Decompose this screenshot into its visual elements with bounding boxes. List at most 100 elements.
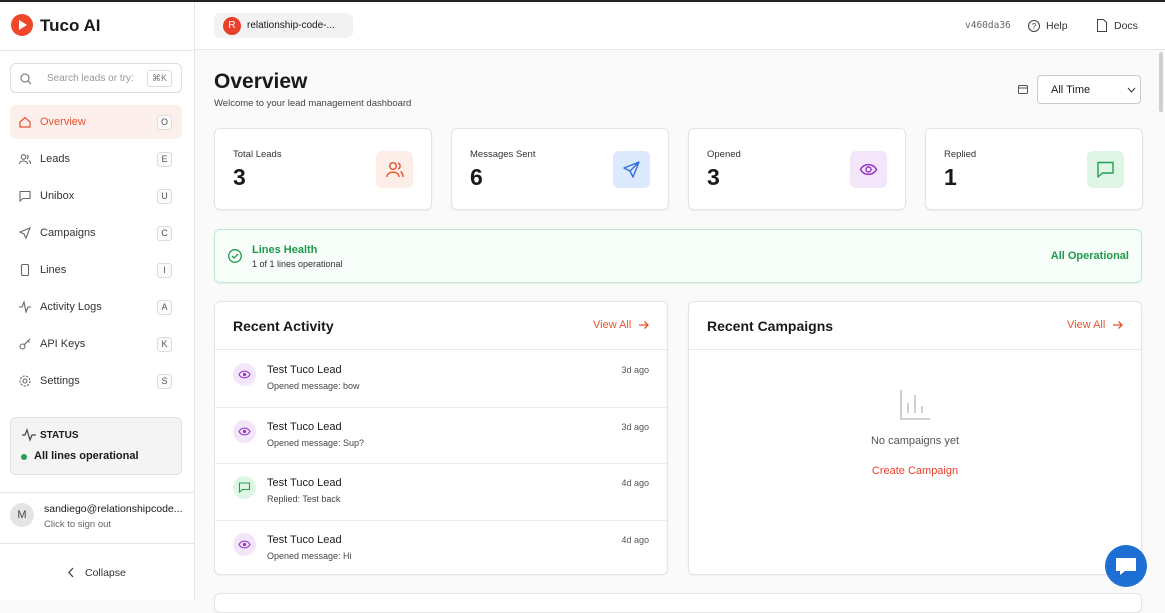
search[interactable]: Search leads or try: ⌘K — [10, 63, 182, 93]
activity-detail: Opened message: Sup? — [267, 437, 365, 448]
stat-card: Opened 3 — [688, 128, 906, 210]
scrollbar — [1159, 52, 1163, 112]
docs-icon — [1097, 19, 1107, 32]
svg-text:?: ? — [1032, 22, 1037, 31]
stat-label: Messages Sent — [470, 149, 536, 160]
arrow — [639, 321, 649, 329]
help-icon: ? — [1028, 20, 1040, 32]
nav-label: Unibox — [40, 190, 75, 202]
activity-name: Test Tuco Lead — [267, 364, 342, 376]
stat-card: Replied 1 — [925, 128, 1143, 210]
nav-key: O — [157, 115, 172, 130]
activity-name: Test Tuco Lead — [267, 420, 342, 433]
activity-title: Recent Activity — [233, 318, 334, 334]
arrow — [1113, 321, 1123, 329]
nav-item[interactable]: Lines I — [10, 253, 182, 287]
stat-label: Total Leads — [233, 149, 282, 160]
nav-icon — [20, 263, 30, 277]
activity-icon — [233, 363, 256, 386]
workspace-switcher[interactable]: R relationship-code-... — [214, 13, 353, 38]
divider — [0, 492, 194, 493]
nav-icon — [19, 338, 31, 350]
stat-icon-glyph — [859, 163, 878, 176]
nav-key: S — [157, 374, 172, 389]
activity-name: Test Tuco Lead — [267, 533, 342, 546]
activity-icon — [233, 476, 256, 499]
nav-icon — [19, 375, 31, 387]
activity-glyph — [238, 427, 251, 435]
nav-key: K — [157, 337, 172, 352]
nav-key: I — [157, 263, 172, 278]
nav-label: Leads — [40, 153, 70, 165]
nav-item[interactable]: Overview O — [10, 105, 182, 139]
empty-chart-icon — [900, 390, 930, 420]
nav-label: Settings — [40, 375, 80, 387]
stat-icon — [850, 151, 887, 188]
activity-time: 4d ago — [621, 534, 649, 545]
activity-detail: Opened message: bow — [267, 381, 360, 391]
stat-icon-glyph — [386, 162, 404, 178]
stat-icon — [613, 151, 650, 188]
activity-time: 4d ago — [621, 478, 649, 488]
nav-icon — [19, 300, 31, 314]
user-email[interactable]: sandiego@relationshipcode... — [44, 503, 183, 515]
nav-icon — [18, 227, 31, 240]
chevron — [1127, 87, 1136, 93]
stat-icon-glyph — [1097, 161, 1114, 178]
nav-item[interactable]: Campaigns C — [10, 216, 182, 250]
help[interactable]: Help — [1046, 20, 1068, 32]
status-title: STATUS — [40, 430, 79, 441]
calendar-icon — [1018, 85, 1028, 94]
health-status: All Operational — [1050, 250, 1129, 262]
brand: Tuco AI — [40, 16, 101, 35]
campaigns-empty: No campaigns yet — [870, 435, 960, 447]
nav-label: Activity Logs — [40, 301, 102, 313]
campaigns-title: Recent Campaigns — [707, 318, 834, 334]
nav-item[interactable]: Settings S — [10, 364, 182, 398]
page-title: Overview — [214, 70, 308, 93]
campaigns-view-all[interactable]: View All — [1067, 319, 1106, 331]
recent-activity: Recent Activity View All Test Tuco Lead O… — [214, 301, 668, 575]
nav-key: U — [157, 189, 172, 204]
status-box: STATUS All lines operational — [10, 417, 182, 475]
nav-item[interactable]: API Keys K — [10, 327, 182, 361]
nav-key: E — [157, 152, 172, 167]
page-subtitle: Welcome to your lead management dashboar… — [214, 98, 412, 109]
stat-card: Messages Sent 6 — [451, 128, 669, 210]
collapse-icon — [68, 567, 74, 578]
nav-label: Overview — [40, 116, 86, 128]
stat-value: 3 — [707, 164, 720, 190]
nav-item[interactable]: Activity Logs A — [10, 290, 182, 324]
activity-detail: Replied: Test back — [267, 494, 341, 504]
stat-value: 1 — [944, 164, 957, 190]
activity-time: 3d ago — [621, 421, 649, 432]
stat-value: 6 — [470, 164, 483, 190]
divider — [215, 406, 667, 408]
search-placeholder: Search leads or try: — [47, 73, 134, 84]
status-text: All lines operational — [34, 450, 139, 462]
divider — [689, 349, 1141, 350]
activity-glyph — [238, 540, 251, 548]
nav-label: Campaigns — [40, 227, 96, 239]
docs[interactable]: Docs — [1114, 20, 1138, 32]
nav-label: Lines — [40, 264, 67, 276]
nav-item[interactable]: Unibox U — [10, 179, 182, 213]
create-campaign[interactable]: Create Campaign — [871, 465, 959, 477]
collapse[interactable]: Collapse — [85, 567, 126, 579]
nav-item[interactable]: Leads E — [10, 142, 182, 176]
activity-view-all[interactable]: View All — [593, 319, 632, 331]
avatar: M — [10, 503, 34, 527]
health-title: Lines Health — [252, 244, 318, 256]
nav-icon — [19, 116, 31, 128]
search-icon — [20, 73, 32, 85]
stat-icon — [1087, 151, 1124, 188]
status-dot — [21, 454, 27, 460]
check-icon — [228, 249, 242, 263]
sidebar: Tuco AI Search leads or try: ⌘K STATUS A… — [0, 2, 195, 600]
range-select[interactable]: All Time — [1037, 75, 1141, 104]
divider — [215, 519, 667, 521]
activity-time: 3d ago — [621, 365, 649, 375]
chat-button[interactable] — [1105, 545, 1147, 587]
activity-icon — [233, 419, 256, 443]
